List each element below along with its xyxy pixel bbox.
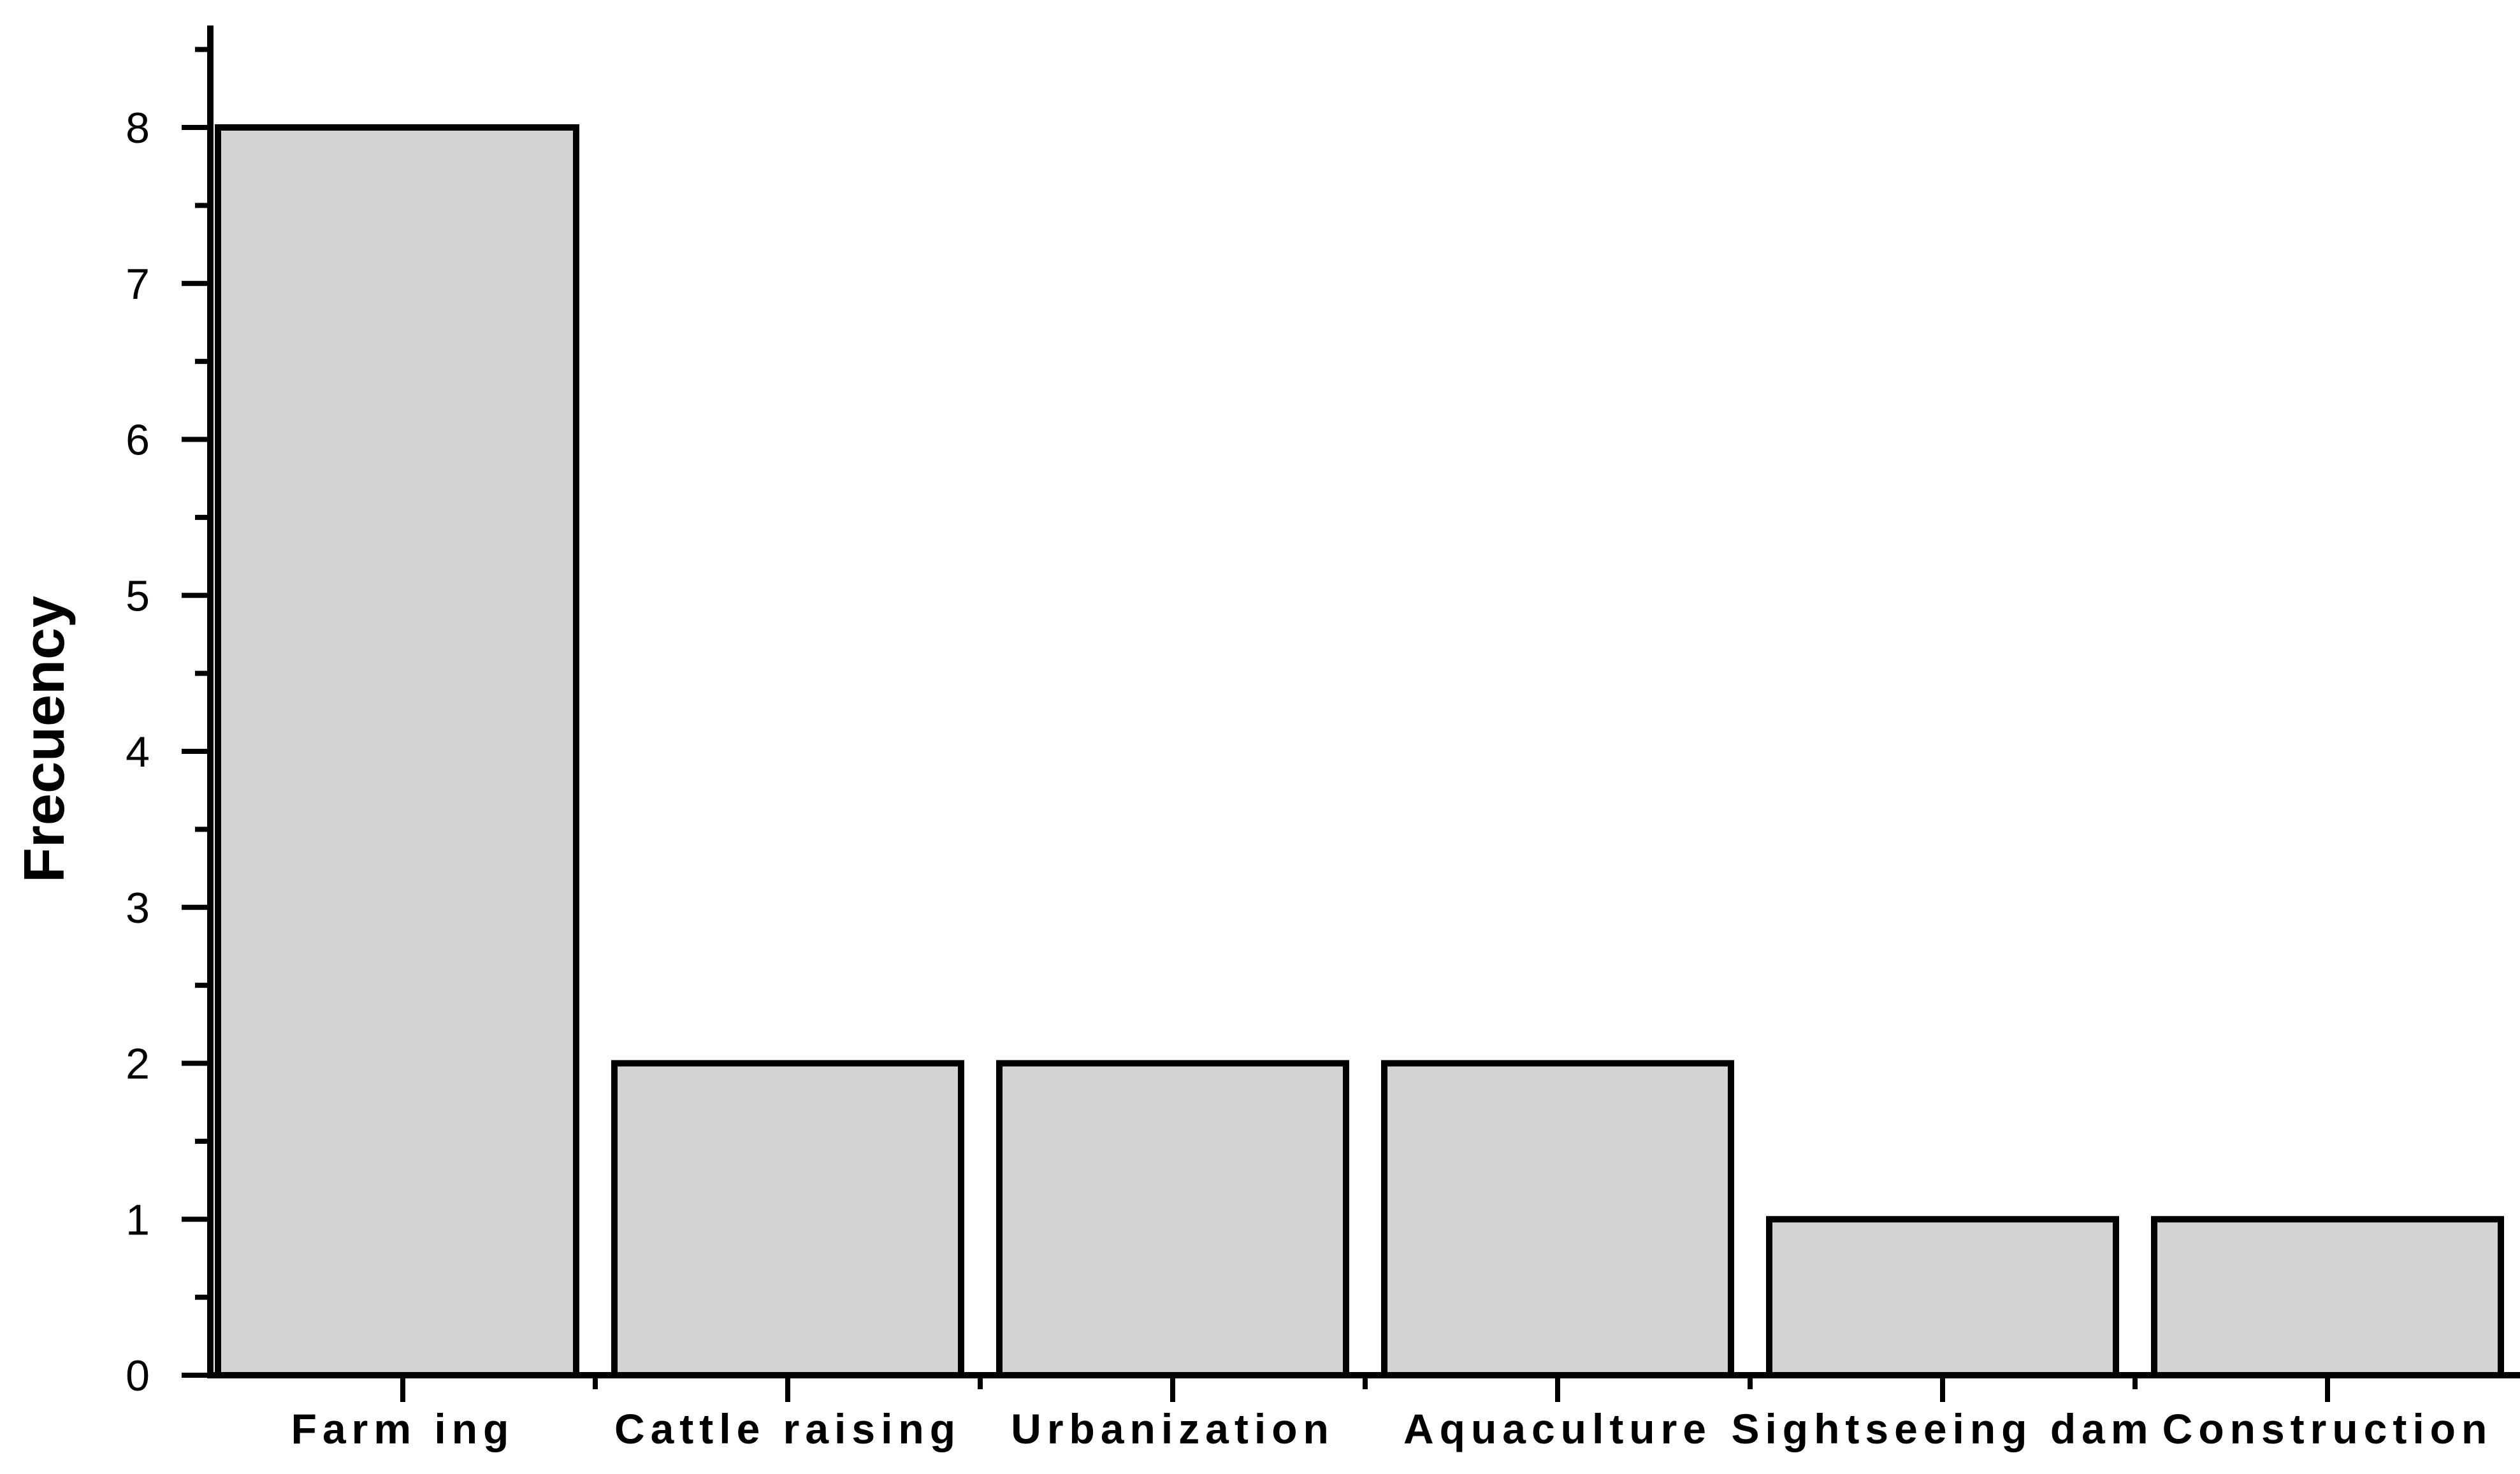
x-tick-label: Urbanization <box>1011 1405 1335 1452</box>
y-tick-label: 8 <box>126 104 150 152</box>
y-tick-label: 5 <box>126 572 150 620</box>
bar-5 <box>1766 1216 2119 1378</box>
x-ticks-group: Farm ing Cattle raising Urbanization Aquacu… <box>291 1375 2493 1452</box>
x-tick-label: Aquaculture <box>1403 1405 1712 1452</box>
x-tick-label: Construction <box>2162 1405 2493 1452</box>
y-tick-label: 7 <box>126 260 150 308</box>
y-tick-label: 4 <box>126 728 150 776</box>
y-tick-label: 0 <box>126 1352 150 1400</box>
bar-6 <box>2151 1216 2504 1378</box>
bars-group <box>215 124 2504 1378</box>
x-tick-label: Farm ing <box>291 1405 515 1452</box>
y-axis-title: Frecuency <box>13 596 76 883</box>
y-ticks-group: 0 1 2 3 4 5 6 7 8 <box>126 47 210 1400</box>
bar-2 <box>611 1060 964 1378</box>
bar-3 <box>996 1060 1349 1378</box>
y-tick-label: 2 <box>126 1040 150 1088</box>
x-tick-label: Cattle raising <box>614 1405 961 1452</box>
x-tick-label: Sightseeing dam <box>1731 1405 2154 1452</box>
bar-1 <box>215 124 579 1378</box>
y-tick-label: 1 <box>126 1196 150 1244</box>
bar-4 <box>1381 1060 1734 1378</box>
y-tick-label: 3 <box>126 884 150 932</box>
y-tick-label: 6 <box>126 416 150 465</box>
